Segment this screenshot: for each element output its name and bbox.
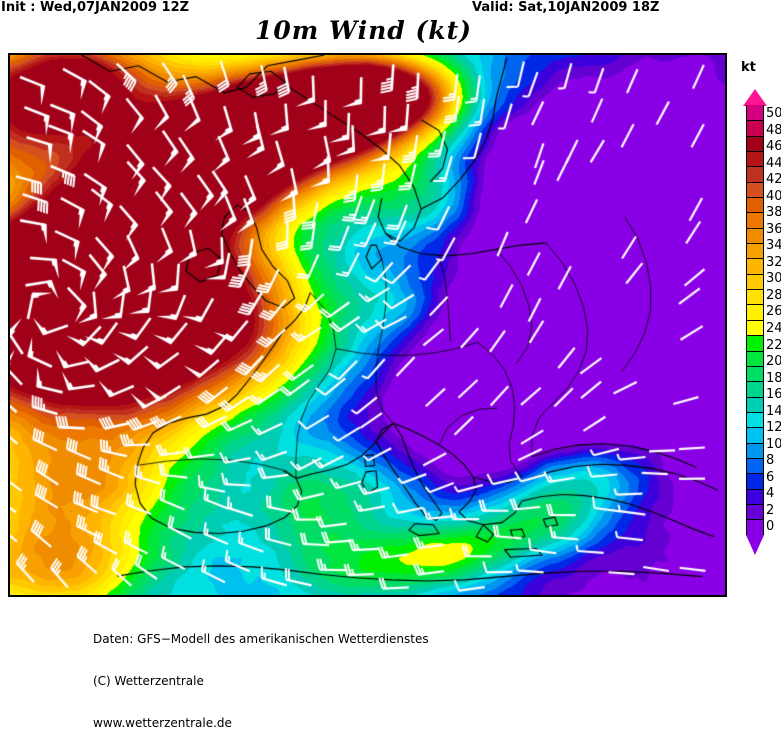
valid-time-label: Valid: Sat,10JAN2009 18Z xyxy=(472,0,660,15)
colorbar-tick: 44 xyxy=(766,155,781,171)
colorbar-band xyxy=(746,473,764,489)
colorbar-tick: 8 xyxy=(766,453,775,469)
colorbar-band xyxy=(746,304,764,320)
colorbar-band xyxy=(746,289,764,305)
colorbar-band xyxy=(746,350,764,366)
colorbar-tick: 36 xyxy=(766,221,781,237)
wind-field-canvas xyxy=(10,55,725,595)
init-time-label: Init : Wed,07JAN2009 12Z xyxy=(1,0,190,15)
colorbar-tick: 22 xyxy=(766,337,781,353)
colorbar-band xyxy=(746,120,764,136)
colorbar-tick: 14 xyxy=(766,403,781,419)
colorbar-tick: 18 xyxy=(766,370,781,386)
colorbar-band xyxy=(746,503,764,520)
footer-line-copyright: (C) Wetterzentrale xyxy=(93,674,204,688)
colorbar-tick: 10 xyxy=(766,436,781,452)
colorbar-over-arrow xyxy=(743,89,767,106)
colorbar-tick: 2 xyxy=(766,502,775,518)
colorbar-tick: 28 xyxy=(766,287,781,303)
page-title: 10m Wind (kt) xyxy=(255,16,472,45)
colorbar-tick: 38 xyxy=(766,205,781,221)
colorbar-band xyxy=(746,227,764,244)
colorbar-tick: 40 xyxy=(766,188,781,204)
colorbar-tick: 24 xyxy=(766,321,781,336)
colorbar-tick: 48 xyxy=(766,122,781,138)
colorbar-tick: 42 xyxy=(766,172,781,188)
footer-credits: Daten: GFS−Modell des amerikanischen Wet… xyxy=(93,604,429,744)
colorbar-band xyxy=(746,335,764,351)
colorbar-band xyxy=(746,197,764,213)
colorbar-band xyxy=(746,273,764,290)
colorbar-tick: 26 xyxy=(766,304,781,320)
colorbar-tick: 30 xyxy=(766,271,781,287)
colorbar-band xyxy=(746,105,764,121)
colorbar-unit-label: kt xyxy=(741,60,756,75)
colorbar[interactable] xyxy=(746,105,764,535)
colorbar-band xyxy=(746,365,764,382)
footer-line-source: Daten: GFS−Modell des amerikanischen Wet… xyxy=(93,632,429,646)
colorbar-band xyxy=(746,396,764,412)
colorbar-band xyxy=(746,135,764,152)
footer-line-website[interactable]: www.wetterzentrale.de xyxy=(93,716,232,730)
colorbar-band xyxy=(746,519,764,535)
colorbar-tick: 16 xyxy=(766,387,781,403)
colorbar-band xyxy=(746,442,764,458)
colorbar-tick-labels: 50 48 46 44 42 40 38 36 34 32 30 28 26 24 22 20 18 16 14 12… xyxy=(766,105,781,535)
colorbar-band xyxy=(746,457,764,474)
colorbar-tick: 46 xyxy=(766,139,781,155)
colorbar-under-arrow xyxy=(746,535,764,555)
colorbar-band xyxy=(746,166,764,182)
colorbar-tick: 32 xyxy=(766,254,781,270)
colorbar-band xyxy=(746,243,764,259)
colorbar-tick: 34 xyxy=(766,238,781,254)
colorbar-tick: 50 xyxy=(766,106,781,121)
colorbar-band xyxy=(746,381,764,397)
wind-map[interactable] xyxy=(8,53,727,597)
colorbar-tick: 0 xyxy=(766,519,775,535)
colorbar-tick: 4 xyxy=(766,486,775,502)
colorbar-band xyxy=(746,258,764,274)
colorbar-tick: 20 xyxy=(766,354,781,370)
colorbar-band xyxy=(746,488,764,504)
colorbar-tick: 6 xyxy=(766,469,775,485)
colorbar-band xyxy=(746,181,764,198)
colorbar-band xyxy=(746,427,764,443)
colorbar-band xyxy=(746,319,764,336)
colorbar-band xyxy=(746,411,764,428)
colorbar-band xyxy=(746,212,764,228)
colorbar-band xyxy=(746,151,764,167)
colorbar-tick: 12 xyxy=(766,420,781,436)
